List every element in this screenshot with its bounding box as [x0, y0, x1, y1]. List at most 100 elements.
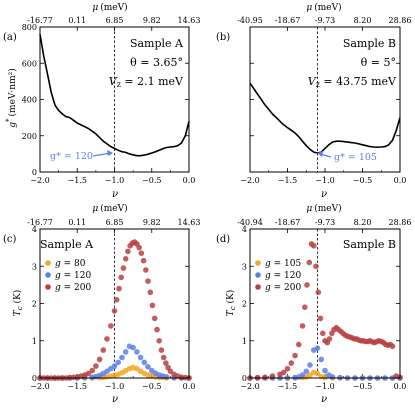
panel-c-legend-marker	[45, 284, 51, 290]
panel-d-point	[317, 315, 324, 322]
panel-c-point	[154, 326, 160, 333]
svg-text:ν: ν	[321, 394, 327, 405]
panel-c-xtick-label: −1.5	[68, 382, 87, 391]
svg-text:Tc (K): Tc (K)	[225, 290, 237, 317]
panel-c-point	[138, 250, 145, 256]
panel-a-theta-label: θ = 3.65°	[130, 56, 183, 69]
panel-d-xlabel: ν	[321, 394, 327, 405]
panel-c-plot-area: −2.0 -16.77 −1.5 0.11 −1.0 6.85 −0.5 9.82 0.0 14.…	[27, 218, 200, 391]
panel-b-xtick-label: 0.0	[394, 176, 407, 185]
panel-c-legend-label: g = 200	[55, 283, 91, 293]
panel-b-top-tick-label: -18.67	[275, 16, 301, 25]
panel-d-ytick-label: 4	[242, 225, 247, 234]
svg-text:μ(meV): μ (meV)	[92, 2, 127, 13]
panel-c-point	[111, 363, 118, 369]
panel-a-ytick-label: 200	[22, 132, 37, 141]
panel-c-legend-label: g = 120	[55, 271, 91, 281]
panel-d-point	[326, 336, 333, 342]
panel-d-point	[322, 367, 328, 374]
panel-a-top-tick-label: 14.63	[178, 16, 201, 25]
panel-c-legend-marker	[45, 260, 51, 266]
panel-d-top-axis-label: μ (meV)	[306, 203, 341, 214]
panel-b-arrow-head	[317, 151, 323, 157]
panel-d-top-xlabel-sym: μ	[306, 204, 312, 214]
panel-b-sample-label: Sample B	[343, 37, 396, 50]
panel-d-point	[313, 263, 319, 270]
panel-b-top-tick-label: 8.20	[354, 16, 372, 25]
panel-d-ytick-label: 1	[242, 337, 247, 346]
panel-d-legend-label: g = 200	[265, 283, 301, 293]
panel-a-arrow-head	[107, 150, 113, 156]
panel-a-ytick-label: 600	[22, 59, 37, 68]
panel-c-sample-label: Sample A	[40, 238, 94, 251]
panel-b-top-tick-label: 28.86	[389, 16, 412, 25]
panel-b: μ (meV) (b) −2.0 -40.95 −1.5 -18.67 −1.0 -9.73…	[216, 2, 411, 200]
panel-c-point	[147, 289, 154, 296]
panel-c-xtick-label: 0.0	[183, 382, 196, 391]
panel-c-point	[85, 370, 92, 377]
panel-d-point	[284, 365, 291, 372]
panel-c-point	[160, 354, 167, 361]
panel-c-point	[89, 367, 95, 374]
panel-d-point	[262, 374, 268, 381]
panel-d-ytick-label: 2	[242, 300, 247, 309]
panel-d-point	[296, 341, 302, 348]
panel-d-point	[299, 372, 306, 378]
panel-c-point	[163, 374, 170, 380]
panel-d-point	[320, 330, 326, 337]
panel-b-top-xlabel-sym: μ	[306, 3, 312, 13]
panel-d-xtick-label: −0.5	[353, 382, 372, 391]
panel-d-label: (d)	[216, 234, 230, 245]
panel-a-arrow-text: g* = 120	[50, 151, 93, 162]
panel-c-point	[100, 347, 107, 353]
panel-c-point	[158, 347, 165, 353]
panel-a-top-tick-label: 0.11	[68, 16, 86, 25]
panel-c-ytick-label: 1	[32, 337, 37, 346]
panel-c-point	[137, 354, 144, 361]
panel-c-point	[113, 297, 120, 303]
panel-d-point	[314, 345, 321, 352]
panel-d-point	[315, 289, 322, 296]
panel-d-legend-marker	[255, 272, 261, 278]
panel-a-vz-label: Vz = 2.1 meV	[109, 75, 184, 89]
panel-d-point	[302, 304, 308, 311]
panel-c-point	[136, 244, 142, 251]
panel-d-point	[389, 343, 396, 350]
panel-c-top-tick-label: 9.82	[143, 218, 161, 227]
panel-a-top-xlabel-unit: (meV)	[100, 2, 127, 13]
svg-text:μ(meV): μ (meV)	[306, 203, 341, 214]
panel-d-point	[307, 362, 313, 368]
panel-c-frame	[39, 228, 190, 379]
panel-a-xtick-label: −1.5	[68, 176, 87, 185]
panel-b-xtick-label: −0.5	[353, 176, 372, 185]
panel-d-legend-label: g = 120	[265, 271, 301, 281]
panel-c-point	[134, 349, 140, 355]
panel-b-series-line	[249, 82, 401, 154]
panel-d-plot-area: −2.0 -40.94 −1.5 -18.67 −1.0 -9.73 −0.5 8.20 0.0…	[237, 218, 411, 391]
panel-a-ytick-label: 800	[22, 23, 37, 32]
panel-d-top-tick-label: 28.86	[389, 218, 412, 227]
panel-a-xlabel: ν	[112, 189, 118, 200]
panel-a-xtick-label: −1.0	[105, 176, 124, 185]
panel-a-sample-label: Sample A	[130, 37, 184, 50]
panel-c-legend: g = 80 g = 120 g = 200	[45, 259, 91, 293]
panel-d-ylabel: Tc (K)	[225, 290, 237, 317]
panel-d: μ (meV) (d) Tc (K) −2.0 -40.94 −1.5 -18.67 −1…	[216, 203, 411, 405]
panel-b-top-xlabel-unit: (meV)	[314, 2, 341, 13]
panel-b-xtick-label: −1.5	[278, 176, 297, 185]
panel-a-ytick-label: 400	[22, 96, 37, 105]
panel-c-xtick-label: −2.0	[30, 382, 49, 391]
panel-c-point	[93, 363, 99, 369]
panel-c-ytick-label: 2	[32, 300, 37, 309]
panel-c-point	[143, 267, 149, 273]
panel-c-point	[149, 302, 156, 309]
panel-a-ylabel: g* (meV·nm²)	[5, 68, 18, 127]
panel-d-legend-label: g = 105	[265, 259, 301, 269]
svg-text:ν: ν	[112, 394, 118, 405]
svg-text:ν: ν	[112, 189, 118, 200]
panel-c-point	[108, 323, 114, 329]
panel-b-plot-area: −2.0 -40.95 −1.5 -18.67 −1.0 -9.73 −0.5 8.20 0.0…	[237, 16, 411, 185]
panel-a-top-tick-label: 9.82	[143, 16, 161, 25]
panel-c-point	[125, 248, 131, 255]
